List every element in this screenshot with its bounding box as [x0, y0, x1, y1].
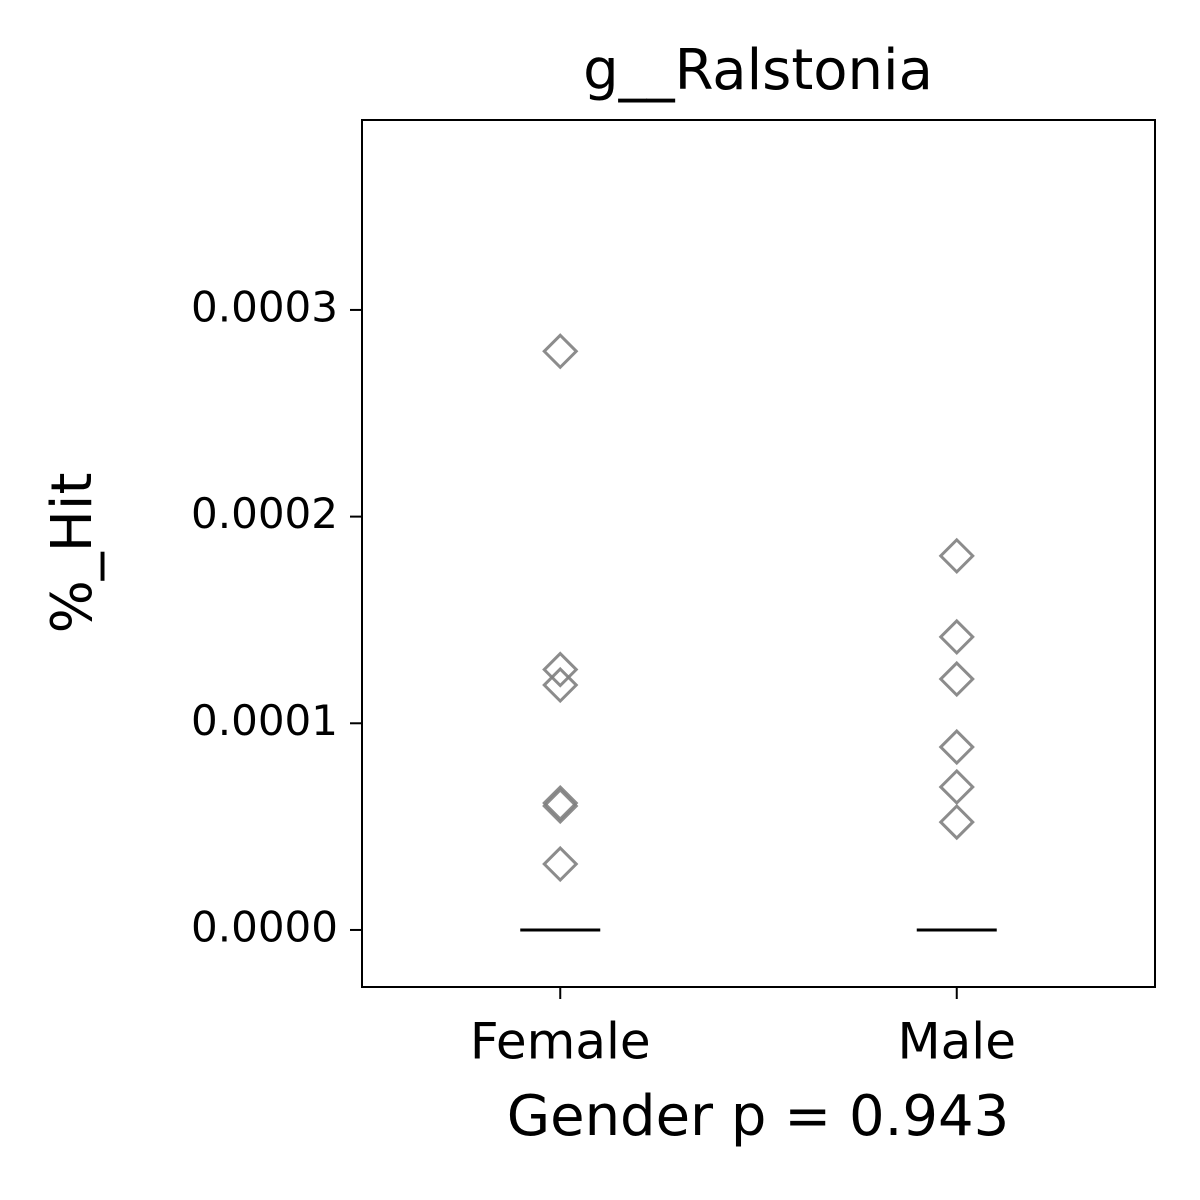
y-tick-label: 0.0002 [191, 489, 338, 538]
point [938, 768, 975, 806]
plot-frame [361, 119, 1156, 988]
x-tick-label: Male [898, 1013, 1016, 1071]
chart-title: g__Ralstonia [583, 38, 933, 103]
point [542, 784, 579, 822]
point [938, 537, 975, 574]
point [542, 666, 579, 704]
point [938, 803, 975, 841]
y-tick-label: 0.0003 [191, 282, 338, 331]
point [542, 651, 579, 688]
point [542, 787, 579, 825]
y-axis-label: %_Hit [40, 473, 105, 634]
y-tick-label: 0.0001 [191, 696, 338, 745]
y-tick-label: 0.0000 [191, 902, 338, 951]
x-axis-label: Gender p = 0.943 [507, 1084, 1010, 1149]
point [938, 660, 975, 698]
point [938, 618, 975, 656]
point [938, 728, 975, 766]
x-tick-label: Female [470, 1013, 651, 1071]
point [542, 333, 579, 370]
point [542, 845, 579, 883]
